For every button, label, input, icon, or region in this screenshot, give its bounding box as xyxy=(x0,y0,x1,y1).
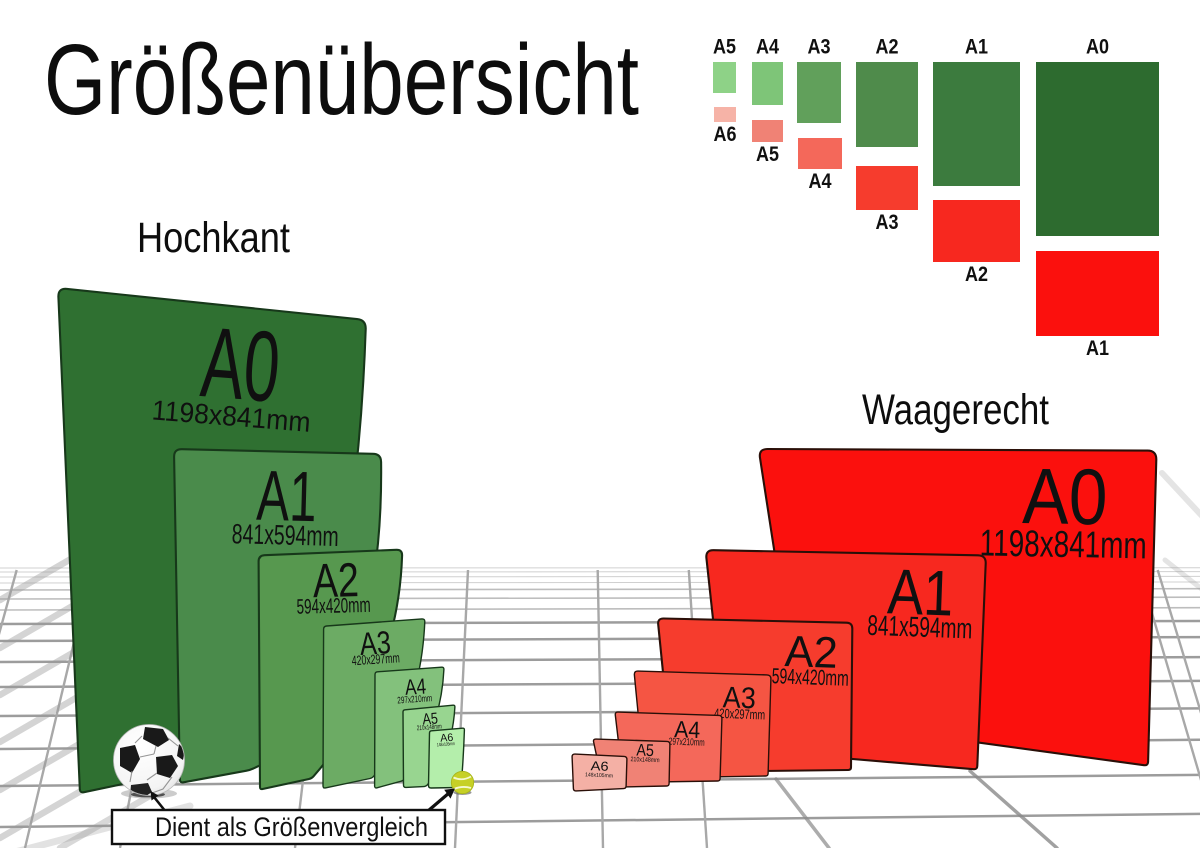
svg-text:Hochkant: Hochkant xyxy=(137,214,290,262)
svg-text:A4: A4 xyxy=(809,170,832,193)
svg-text:841x594mm: 841x594mm xyxy=(867,610,973,646)
svg-text:Waagerecht: Waagerecht xyxy=(862,386,1049,434)
svg-text:420x297mm: 420x297mm xyxy=(351,650,400,668)
svg-text:A2: A2 xyxy=(876,36,899,59)
svg-text:A3: A3 xyxy=(808,36,831,59)
svg-text:A4: A4 xyxy=(756,36,779,59)
svg-text:A5: A5 xyxy=(756,143,779,166)
svg-text:1198x841mm: 1198x841mm xyxy=(979,521,1147,566)
svg-text:594x420mm: 594x420mm xyxy=(771,663,849,691)
svg-text:A3: A3 xyxy=(876,211,899,234)
svg-text:210x148mm: 210x148mm xyxy=(630,756,659,764)
svg-text:A5: A5 xyxy=(713,36,736,59)
svg-text:A1: A1 xyxy=(965,36,988,59)
svg-text:594x420mm: 594x420mm xyxy=(296,594,371,619)
svg-text:Dient als Größenvergleich: Dient als Größenvergleich xyxy=(155,812,428,842)
svg-text:297x210mm: 297x210mm xyxy=(669,737,705,749)
svg-text:841x594mm: 841x594mm xyxy=(231,518,339,552)
svg-text:A2: A2 xyxy=(965,263,988,286)
svg-text:A6: A6 xyxy=(590,758,609,774)
svg-text:A1: A1 xyxy=(1086,337,1109,360)
svg-text:A6: A6 xyxy=(714,123,737,146)
svg-text:148x105mm: 148x105mm xyxy=(585,772,614,779)
svg-text:A0: A0 xyxy=(1086,36,1109,59)
svg-text:Größenübersicht: Größenübersicht xyxy=(44,24,639,136)
